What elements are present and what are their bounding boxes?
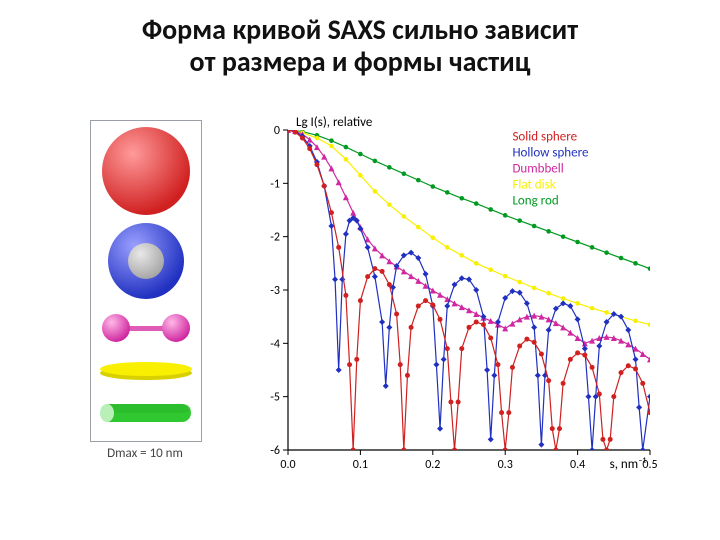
svg-text:0: 0 bbox=[274, 124, 280, 138]
saxs-chart: 0-1-2-3-4-5-60.00.10.20.30.40.5Lg I(s), … bbox=[230, 110, 670, 490]
svg-text:-3: -3 bbox=[270, 284, 280, 298]
legend-hollow-sphere: Hollow sphere bbox=[512, 145, 588, 160]
svg-text:-4: -4 bbox=[270, 337, 280, 351]
legend-solid-sphere: Solid sphere bbox=[512, 129, 577, 144]
svg-text:0.4: 0.4 bbox=[570, 458, 585, 472]
x-axis-label: s, nm⁻¹ bbox=[610, 457, 647, 472]
title-line1: Форма кривой SAXS сильно зависит bbox=[0, 14, 720, 46]
svg-text:0.1: 0.1 bbox=[353, 458, 368, 472]
svg-text:-6: -6 bbox=[270, 444, 280, 458]
title-line2: от размера и формы частиц bbox=[0, 46, 720, 78]
svg-text:0.2: 0.2 bbox=[425, 458, 440, 472]
svg-text:0.3: 0.3 bbox=[498, 458, 513, 472]
svg-text:-5: -5 bbox=[270, 391, 280, 405]
dmax-caption: Dmax = 10 nm bbox=[90, 446, 200, 461]
svg-text:0.0: 0.0 bbox=[280, 458, 295, 472]
y-axis-label: Lg I(s), relative bbox=[296, 115, 372, 130]
legend-long-rod: Long rod bbox=[512, 193, 558, 208]
shape-solid-sphere bbox=[102, 127, 190, 215]
legend-dumbbell: Dumbbell bbox=[512, 161, 563, 176]
legend-flat-disk: Flat disk bbox=[512, 177, 555, 192]
shapes-panel: Dmax = 10 nm bbox=[90, 120, 200, 480]
shapes-box bbox=[90, 120, 202, 442]
svg-text:-1: -1 bbox=[270, 177, 280, 191]
svg-text:-2: -2 bbox=[270, 231, 280, 245]
shape-flat-disk bbox=[100, 362, 192, 376]
slide-title: Форма кривой SAXS сильно зависит от разм… bbox=[0, 14, 720, 78]
